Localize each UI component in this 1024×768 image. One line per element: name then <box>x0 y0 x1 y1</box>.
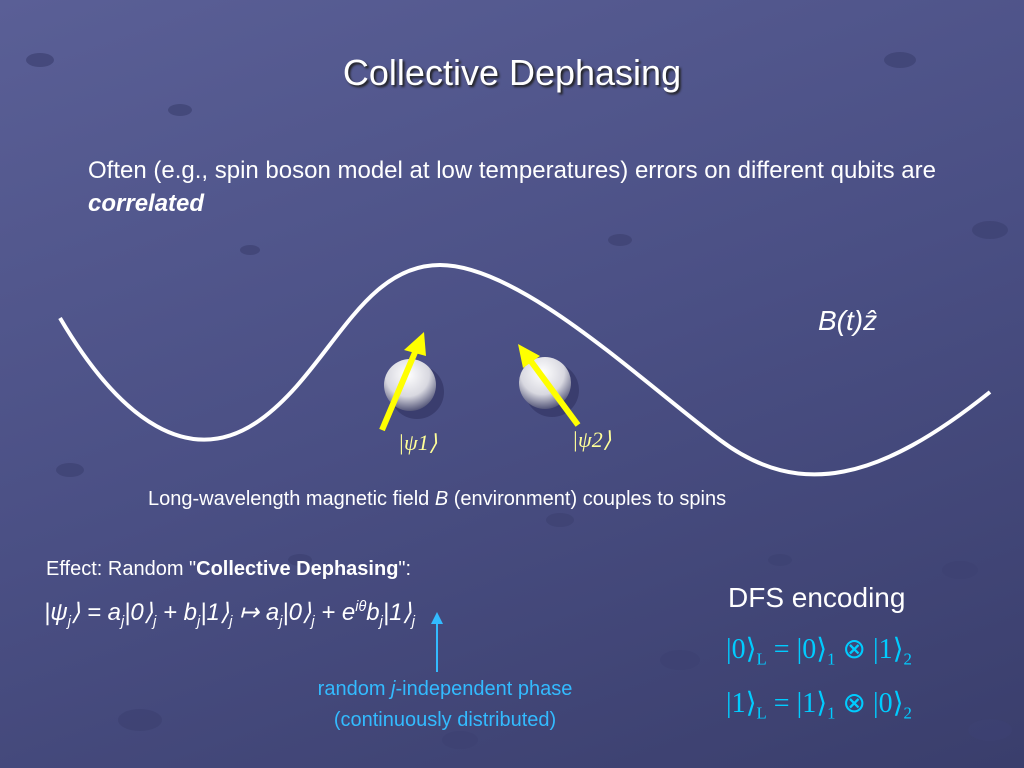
equation: |ψj⟩ = aj|0⟩j + bj|1⟩j ↦ aj|0⟩j + eiθbj|… <box>44 598 415 630</box>
index: j <box>67 613 71 630</box>
term: ↦ a <box>232 599 280 626</box>
index: iθ <box>355 599 367 615</box>
term: |1⟩ <box>200 599 230 626</box>
index: 2 <box>903 703 912 723</box>
term: + e <box>314 599 356 626</box>
index: j <box>379 613 383 630</box>
index: 2 <box>903 649 912 669</box>
effect: Effect: Random "Collective Dephasing": <box>46 558 411 581</box>
spin-arrow <box>527 358 581 427</box>
index: L <box>756 703 767 723</box>
caption: Long-wavelength magnetic field B (enviro… <box>148 488 726 511</box>
note-text: random <box>317 678 392 700</box>
index: j <box>120 613 125 630</box>
phase-note: random j-independent phase (continuously … <box>270 674 620 736</box>
arrowhead <box>518 344 540 368</box>
term: |0⟩ <box>726 634 757 665</box>
term: |ψ <box>44 599 68 626</box>
spin-arrow <box>379 348 419 432</box>
title: Collective Dephasing <box>342 52 682 93</box>
dfs-heading: DFS encoding <box>728 582 906 613</box>
term: |1⟩ <box>726 688 757 719</box>
term: |0⟩ <box>282 599 312 626</box>
term: = |0⟩ <box>766 634 828 665</box>
caption-text: Long-wavelength magnetic field <box>148 488 435 510</box>
index: j <box>411 613 415 630</box>
arrowhead <box>431 612 443 624</box>
term: ⟩ = a <box>70 599 121 626</box>
note-symbol: j <box>391 678 396 700</box>
intro-text: Often (e.g., spin boson model at low tem… <box>88 157 936 184</box>
intro-emphasis: correlated <box>88 190 205 217</box>
index: L <box>756 649 767 669</box>
caption-text: (environment) couples to spins <box>448 488 727 510</box>
term: ⊗ |0⟩ <box>835 688 904 719</box>
index: 1 <box>827 703 836 723</box>
index: 1 <box>827 649 836 669</box>
term: = |1⟩ <box>766 688 828 719</box>
index: j <box>229 613 233 630</box>
term: + b <box>156 599 198 626</box>
field-label: B(t)ẑ <box>818 305 878 336</box>
spin-label: |ψ1⟩ <box>398 430 438 455</box>
effect-text: ": <box>398 558 412 580</box>
term: ⊗ |1⟩ <box>835 634 904 665</box>
arrowhead <box>404 332 426 356</box>
note-text: -independent phase <box>395 678 573 700</box>
note-text: (continuously distributed) <box>333 709 557 731</box>
term: |1⟩ <box>382 599 412 626</box>
term: |0⟩ <box>124 599 154 626</box>
index: j <box>311 613 315 630</box>
index: j <box>197 613 201 630</box>
dfs-line: |1⟩L = |1⟩1 ⊗ |0⟩2 <box>726 686 912 724</box>
spin-label: |ψ2⟩ <box>572 427 612 452</box>
index: j <box>279 613 283 630</box>
caption-symbol: B <box>434 488 449 510</box>
dfs-line: |0⟩L = |0⟩1 ⊗ |1⟩2 <box>726 632 912 670</box>
intro: Often (e.g., spin boson model at low tem… <box>88 154 978 220</box>
effect-text: Effect: Random " <box>46 558 197 580</box>
field-wave <box>58 262 992 477</box>
term: b <box>366 599 380 626</box>
background-dots <box>26 52 1012 749</box>
effect-emphasis: Collective Dephasing <box>196 558 399 580</box>
index: j <box>153 613 157 630</box>
